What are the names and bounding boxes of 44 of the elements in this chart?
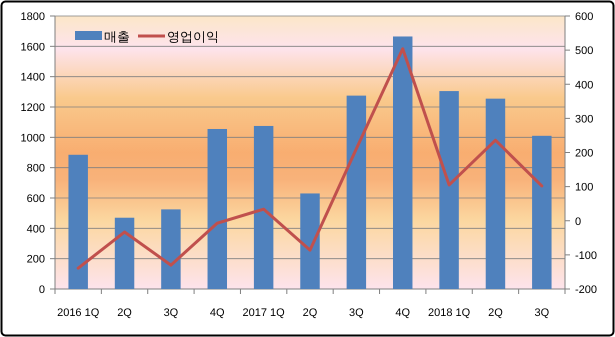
y2-tick-label: 100	[575, 182, 594, 194]
x-tick-label: 2017 1Q	[242, 307, 286, 319]
bar	[68, 154, 88, 289]
x-tick-label: 4Q	[210, 307, 226, 319]
bar	[532, 136, 552, 289]
x-tick-label: 2018 1Q	[428, 307, 471, 319]
y-tick-label: 600	[26, 193, 45, 205]
y-tick-label: 800	[26, 162, 45, 175]
bar	[392, 36, 412, 289]
bar	[300, 193, 320, 289]
line-series	[76, 47, 544, 270]
y-tick-label: 200	[26, 254, 45, 266]
y2-tick-label: 300	[575, 113, 594, 126]
x-tick-label: 2Q	[488, 307, 504, 319]
x-tick-label: 2016 1Q	[57, 307, 100, 319]
y2-tick-label: -200	[575, 284, 598, 296]
bar	[114, 218, 134, 289]
bar	[254, 126, 274, 289]
y2-tick-label: 600	[575, 11, 594, 23]
bar	[161, 209, 181, 289]
legend-label: 영업이익	[167, 29, 219, 44]
x-tick-label: 3Q	[349, 307, 364, 319]
y-tick-label: 1400	[20, 72, 45, 84]
x-tick-label: 3Q	[164, 307, 179, 319]
y-tick-label: 400	[26, 223, 45, 236]
y-tick-label: 0	[38, 284, 45, 296]
y-tick-label: 1800	[20, 11, 45, 23]
x-tick-label: 4Q	[395, 307, 410, 319]
x-tick-label: 2Q	[117, 307, 132, 319]
y2-tick-label: -100	[575, 250, 598, 262]
bar	[486, 98, 506, 289]
legend-label: 매출	[104, 29, 130, 44]
y2-tick-label: 0	[575, 216, 582, 228]
bar	[439, 91, 459, 289]
y-tick-label: 1600	[20, 41, 45, 54]
y-tick-label: 1000	[20, 132, 45, 144]
y-tick-label: 1200	[20, 102, 45, 114]
bar	[208, 128, 228, 289]
y2-tick-label: 500	[575, 45, 594, 58]
y2-tick-label: 200	[575, 148, 594, 160]
x-tick-label: 2Q	[302, 307, 318, 319]
y2-tick-label: 400	[575, 79, 594, 92]
bar	[346, 96, 366, 289]
x-tick-label: 3Q	[534, 307, 550, 319]
